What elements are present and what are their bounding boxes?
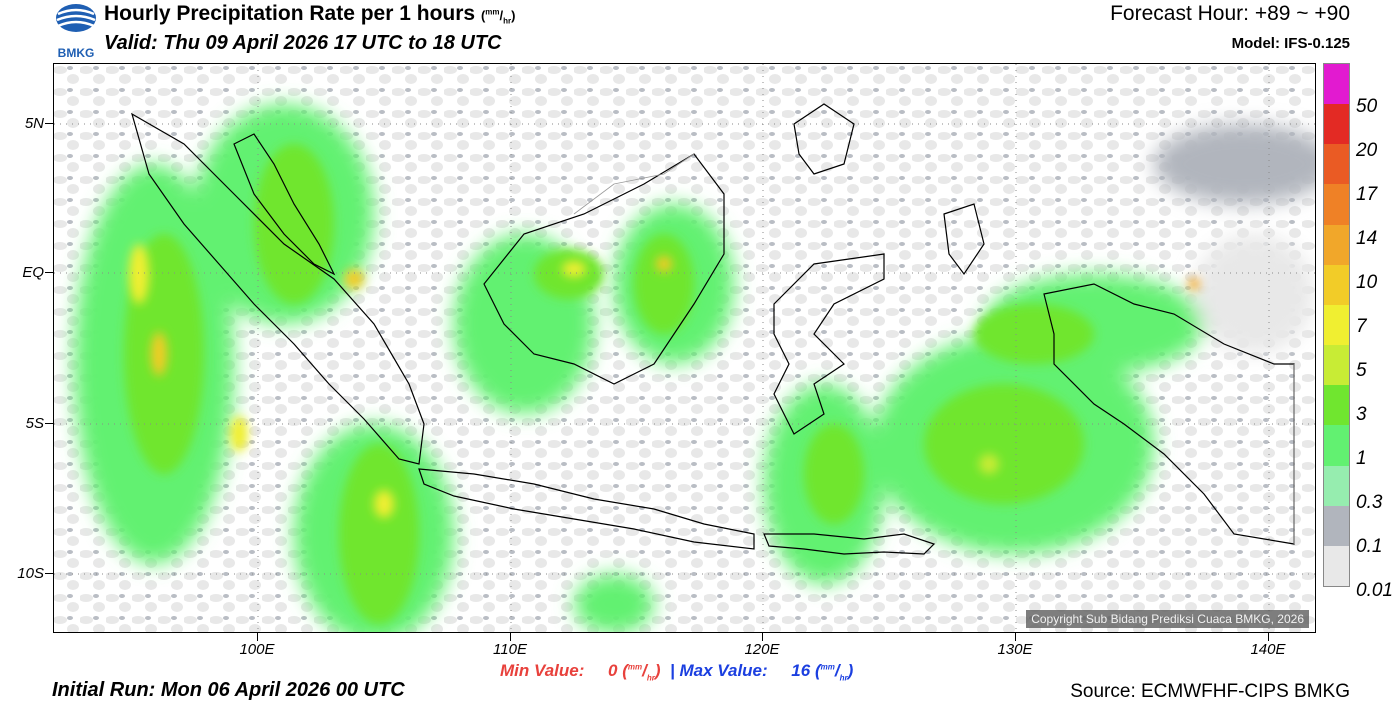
- colorbar-segment: [1324, 104, 1349, 145]
- colorbar-segment: [1324, 144, 1349, 185]
- lon-tick: [1268, 633, 1269, 641]
- lon-tick: [510, 633, 511, 641]
- lat-tick: [45, 272, 53, 273]
- colorbar-label: 20: [1356, 140, 1378, 161]
- colorbar-segment: [1324, 345, 1349, 386]
- initial-run: Initial Run: Mon 06 April 2026 00 UTC: [52, 679, 405, 701]
- sumatra-outline: [131, 112, 425, 465]
- lon-label-120e: 120E: [744, 641, 780, 658]
- colorbar-label: 17: [1356, 184, 1378, 205]
- max-unit: (mm/hr): [814, 661, 854, 683]
- lat-tick: [45, 123, 53, 124]
- colorbar-segment: [1324, 304, 1349, 346]
- lat-label-5s: 5S: [25, 415, 44, 432]
- lat-tick: [45, 573, 53, 574]
- gridlines: [54, 64, 1315, 632]
- colorbar-segment: [1324, 64, 1349, 105]
- colorbar-label: 7: [1356, 316, 1367, 337]
- lon-label-100e: 100E: [239, 641, 275, 658]
- malay-peninsula-outline: [233, 133, 336, 276]
- logo-text: BMKG: [58, 46, 95, 60]
- colorbar-label: 10: [1356, 272, 1378, 293]
- colorbar-segment: [1324, 264, 1349, 305]
- colorbar-segment: [1324, 545, 1349, 587]
- stats-separator: |: [669, 661, 675, 680]
- colorbar-segment: [1324, 425, 1349, 466]
- precipitation-map: Copyright Sub Bidang Prediksi Cuaca BMKG…: [53, 63, 1316, 633]
- forecast-hour: Forecast Hour: +89 ~ +90: [1110, 2, 1350, 25]
- colorbar-segment: [1324, 224, 1349, 265]
- rain-field-heavy: [129, 244, 1200, 518]
- min-unit: (mm/hr): [622, 661, 661, 683]
- philippines-outline: [793, 103, 855, 175]
- colorbar-segment: [1324, 385, 1349, 426]
- colorbar-label: 5: [1356, 360, 1367, 381]
- colorbar-segment: [1324, 465, 1349, 506]
- lat-label-eq: EQ: [22, 264, 44, 281]
- colorbar-label: 0.1: [1356, 536, 1383, 557]
- colorbar: [1323, 63, 1350, 587]
- colorbar-segment: [1324, 184, 1349, 225]
- colorbar-label: 50: [1356, 96, 1378, 117]
- lon-tick: [762, 633, 763, 641]
- lat-label-10s: 10S: [17, 565, 44, 582]
- min-value: 0: [608, 661, 618, 680]
- min-label: Min Value:: [500, 661, 585, 680]
- max-value: 16: [791, 661, 811, 680]
- map-canvas: [54, 64, 1315, 632]
- max-label: Max Value:: [679, 661, 768, 680]
- papua-outline: [1043, 283, 1295, 545]
- java-outline: [418, 468, 755, 550]
- halmahera-outline: [943, 203, 985, 276]
- lon-label-130e: 130E: [997, 641, 1033, 658]
- colorbar-label: 1: [1356, 448, 1367, 469]
- data-source: Source: ECMWFHF-CIPS BMKG: [1070, 681, 1350, 702]
- lon-tick: [1015, 633, 1016, 641]
- borders: [573, 153, 1295, 544]
- chart-title: Hourly Precipitation Rate per 1 hours (m…: [104, 2, 515, 26]
- borneo-outline: [483, 153, 725, 385]
- bmkg-logo: BMKG: [52, 2, 100, 60]
- colorbar-segment: [1324, 505, 1349, 546]
- lon-tick: [257, 633, 258, 641]
- lat-label-5n: 5N: [24, 115, 44, 132]
- colorbar-label: 0.01: [1356, 580, 1393, 601]
- copyright-notice: Copyright Sub Bidang Prediksi Cuaca BMKG…: [1026, 610, 1309, 628]
- colorbar-label: 14: [1356, 228, 1378, 249]
- nusa-tenggara-outline: [763, 533, 936, 555]
- valid-time: Valid: Thu 09 April 2026 17 UTC to 18 UT…: [104, 32, 502, 54]
- colorbar-label: 0.3: [1356, 492, 1383, 513]
- title-unit: (mm/hr): [480, 7, 516, 26]
- title-text: Hourly Precipitation Rate per 1 hours: [104, 2, 476, 25]
- lon-label-140e: 140E: [1250, 641, 1286, 658]
- coastlines: [131, 103, 1295, 555]
- model-name: Model: IFS-0.125: [1231, 35, 1350, 52]
- sulawesi-outline: [773, 253, 885, 435]
- lat-tick: [45, 423, 53, 424]
- value-stats: Min Value: 0 (mm/hr) | Max Value: 16 (mm…: [500, 661, 853, 682]
- lon-label-110e: 110E: [493, 641, 527, 658]
- colorbar-label: 3: [1356, 404, 1367, 425]
